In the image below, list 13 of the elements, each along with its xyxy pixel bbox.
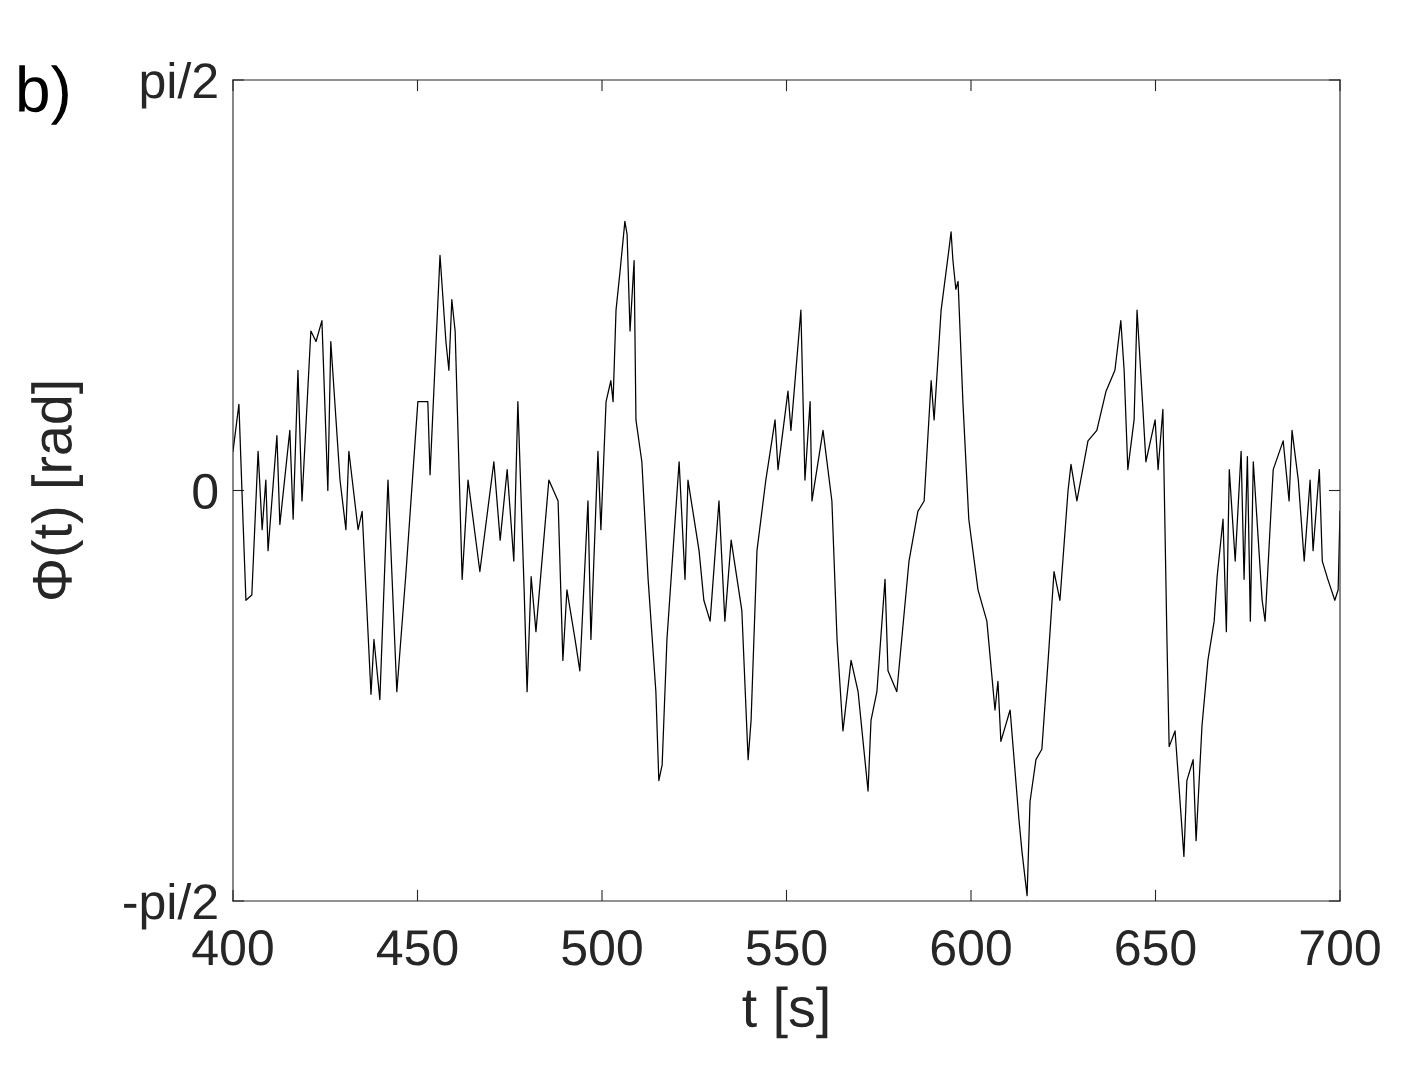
x-tick-label: 450	[376, 930, 458, 966]
y-tick-label: 0	[193, 473, 218, 510]
y-tick-label: -pi/2	[124, 882, 217, 930]
x-axis-title: t [s]	[742, 986, 828, 1039]
chart-title: b)	[19, 65, 68, 125]
x-tick-label: 650	[1116, 930, 1196, 966]
x-tick-label: 550	[746, 930, 827, 966]
y-axis-title: Φ(t) [rad]	[31, 382, 83, 599]
x-tick-label: 500	[562, 930, 642, 966]
x-tick-label: 700	[1300, 930, 1380, 966]
x-tick-label: 600	[931, 930, 1011, 966]
y-tick-label: pi/2	[141, 61, 217, 109]
x-tick-label: 400	[192, 930, 273, 966]
